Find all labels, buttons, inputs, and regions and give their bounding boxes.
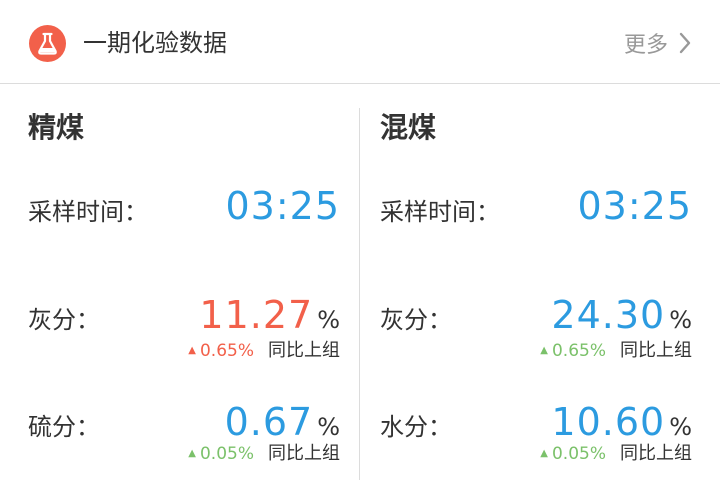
flask-icon — [29, 25, 66, 62]
sample-time-label: 采样时间： — [28, 198, 148, 226]
sample-time-value: 03:25 — [225, 184, 340, 228]
panel-hunmei: 混煤 采样时间： 03:25 灰分： 24.30% ▲ 0.65% 同比上组 水… — [380, 84, 692, 500]
metric-label: 水分： — [380, 413, 452, 441]
card-header: 一期化验数据 更多 — [0, 0, 720, 84]
metric-value: 0.67% — [224, 400, 340, 444]
card-title: 一期化验数据 — [83, 29, 227, 57]
panel-title: 混煤 — [380, 111, 437, 144]
metric-change: ▲ 0.05% 同比上组 — [540, 443, 692, 464]
metric-value: 10.60% — [551, 400, 692, 444]
more-link[interactable]: 更多 — [624, 26, 692, 60]
more-label: 更多 — [623, 33, 668, 58]
metric-value: 11.27% — [199, 293, 340, 337]
sample-time-label: 采样时间： — [380, 198, 500, 226]
metric-change: ▲ 0.05% 同比上组 — [188, 443, 340, 464]
metric-change: ▲ 0.65% 同比上组 — [540, 340, 692, 361]
metric-value: 24.30% — [551, 293, 692, 337]
up-triangle-icon: ▲ — [188, 345, 196, 356]
up-triangle-icon: ▲ — [540, 345, 548, 356]
metric-label: 硫分： — [28, 413, 100, 441]
sample-time-value: 03:25 — [577, 184, 692, 228]
metric-label: 灰分： — [380, 306, 452, 334]
panel-title: 精煤 — [28, 111, 85, 144]
metric-label: 灰分： — [28, 306, 100, 334]
chevron-right-icon — [679, 32, 691, 54]
column-divider — [359, 108, 360, 480]
up-triangle-icon: ▲ — [540, 448, 548, 459]
up-triangle-icon: ▲ — [188, 448, 196, 459]
metric-change: ▲ 0.65% 同比上组 — [188, 340, 340, 361]
panel-jingmei: 精煤 采样时间： 03:25 灰分： 11.27% ▲ 0.65% 同比上组 硫… — [28, 84, 340, 500]
